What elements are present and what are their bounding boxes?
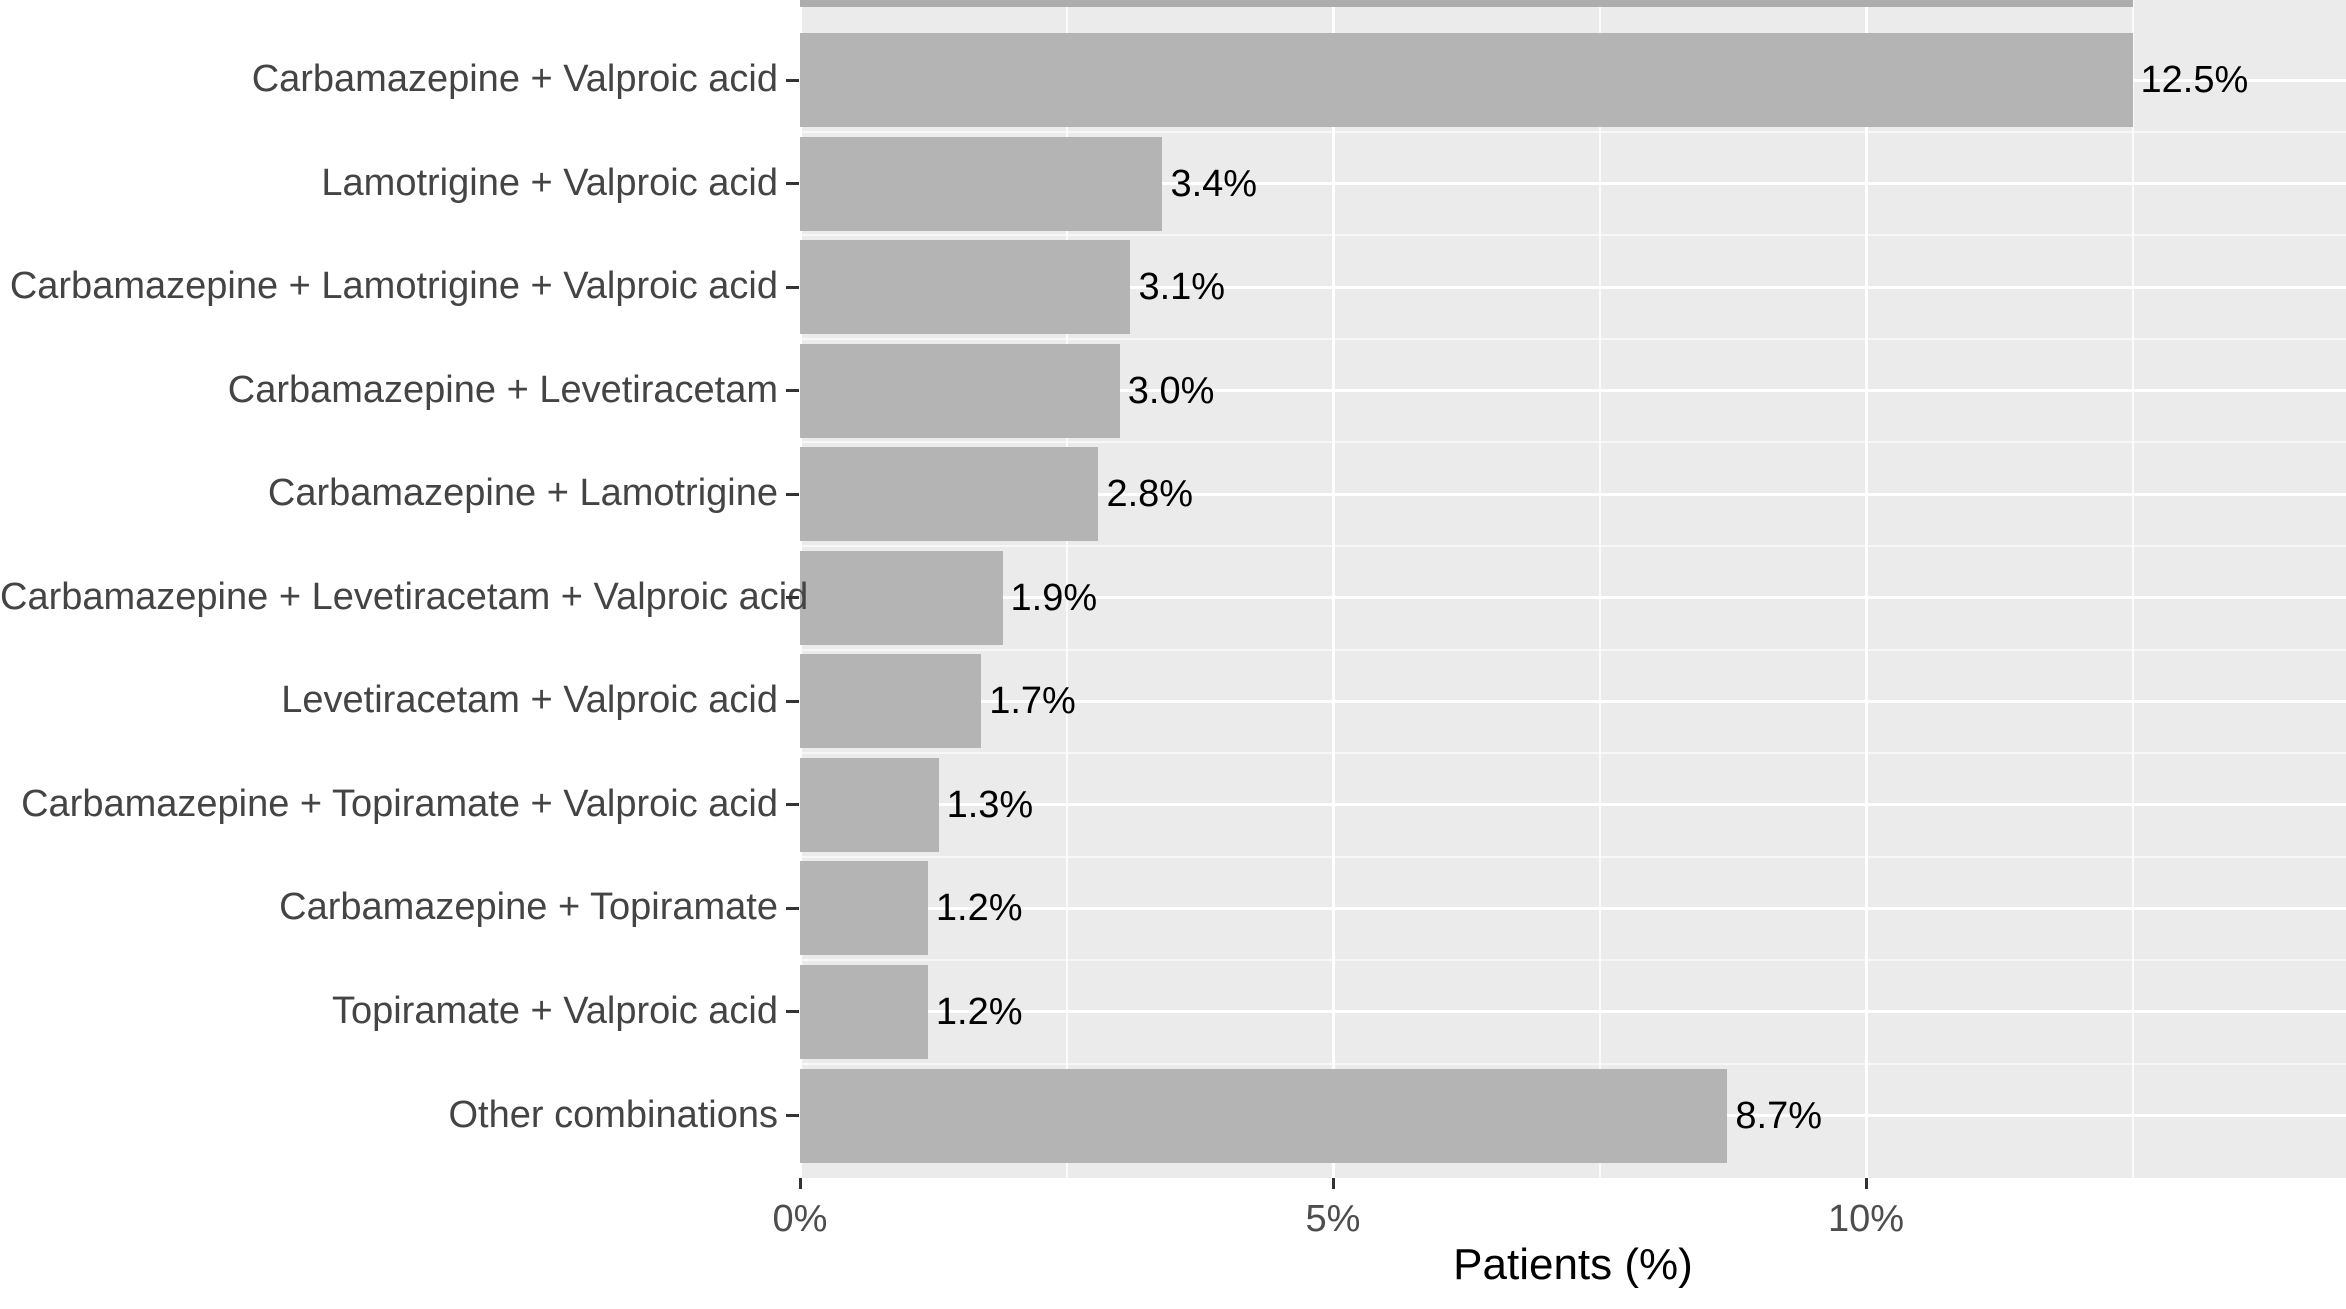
bar-value-label: 1.2% [935, 887, 1023, 930]
category-label: Carbamazepine + Levetiracetam [227, 368, 778, 411]
bar [800, 964, 928, 1059]
bar-value-label: 3.0% [1127, 369, 1215, 412]
grid-minor-vertical [1598, 0, 1601, 1178]
grid-major-horizontal [800, 492, 2346, 496]
bar [800, 550, 1003, 645]
grid-minor-horizontal [800, 959, 2346, 962]
bar-value-label: 8.7% [1735, 1094, 1823, 1137]
grid-minor-horizontal [800, 855, 2346, 858]
x-tick-label: 10% [1827, 1198, 1905, 1240]
category-label: Carbamazepine + Topiramate + Valproic ac… [21, 783, 778, 825]
top-crop-artifact [800, 0, 2133, 7]
category-label: Carbamazepine + Lamotrigine [267, 472, 778, 515]
bar-value-label: 1.7% [989, 680, 1076, 723]
category-label: Lamotrigine + Valproic acid [321, 161, 778, 204]
bar-value-label: 1.2% [935, 990, 1023, 1033]
bar [800, 757, 939, 852]
x-tick-label: 0% [772, 1198, 828, 1240]
x-tick-mark [1332, 1178, 1335, 1189]
category-label: Topiramate + Valproic acid [331, 990, 778, 1033]
y-tick-mark [786, 803, 799, 807]
grid-major-horizontal [800, 699, 2346, 703]
bar-value-label: 12.5% [2140, 59, 2249, 101]
y-tick-mark [786, 699, 799, 703]
grid-minor-horizontal [800, 752, 2346, 755]
bar [800, 447, 1099, 542]
x-tick-mark [799, 1178, 802, 1189]
bar [800, 861, 928, 956]
y-tick-mark [786, 285, 799, 289]
bar-value-label: 1.9% [1010, 576, 1098, 619]
grid-minor-vertical [2131, 0, 2134, 1178]
x-axis-title: Patients (%) [1453, 1240, 1693, 1289]
y-tick-mark [786, 906, 799, 910]
grid-minor-horizontal [800, 648, 2346, 651]
bar [800, 1068, 1728, 1163]
grid-major-horizontal [800, 596, 2346, 600]
grid-major-horizontal [800, 389, 2346, 393]
bar-value-label: 3.4% [1170, 162, 1258, 205]
y-tick-mark [786, 389, 799, 393]
bar-value-label: 2.8% [1106, 473, 1194, 516]
grid-major-horizontal [800, 285, 2346, 289]
y-tick-mark [786, 1114, 799, 1117]
grid-major-horizontal [800, 803, 2346, 807]
bar [800, 654, 982, 749]
grid-minor-horizontal [800, 544, 2346, 547]
grid-minor-horizontal [800, 1062, 2346, 1065]
bar [800, 33, 2133, 127]
plot-panel: 12.5% 3.4% 3.1% 3.0% 2.8% 1.9% 1.7% 1.3% 1.2% 1.2… [800, 0, 2346, 1178]
grid-minor-horizontal [800, 130, 2346, 133]
bar [800, 343, 1120, 438]
grid-major-horizontal [800, 1010, 2346, 1014]
category-label: Carbamazepine + Valproic acid [251, 58, 778, 101]
y-tick-mark [786, 492, 799, 496]
grid-major-horizontal [800, 182, 2346, 186]
x-tick-label: 5% [1305, 1198, 1361, 1240]
y-tick-mark [786, 1010, 799, 1014]
x-tick-mark [1865, 1178, 1868, 1189]
bar-value-label: 3.1% [1138, 266, 1226, 309]
category-label: Levetiracetam + Valproic acid [281, 679, 778, 722]
category-label: Carbamazepine + Lamotrigine + Valproic a… [9, 265, 778, 308]
grid-major-vertical [1332, 0, 1335, 1178]
y-tick-mark [786, 78, 799, 82]
category-label: Other combinations [448, 1093, 779, 1136]
grid-major-vertical [1865, 0, 1868, 1178]
grid-minor-vertical [1065, 0, 1068, 1178]
category-label: Carbamazepine + Topiramate [279, 886, 778, 929]
y-tick-mark [786, 182, 799, 186]
grid-minor-horizontal [800, 441, 2346, 444]
y-tick-mark [786, 596, 799, 600]
bar-value-label: 1.3% [946, 783, 1034, 826]
grid-minor-horizontal [800, 234, 2346, 237]
category-label: Carbamazepine + Levetiracetam + Valproic… [0, 575, 809, 618]
bar [800, 136, 1163, 231]
grid-minor-horizontal [800, 337, 2346, 340]
bar [800, 240, 1131, 335]
grid-major-horizontal [800, 906, 2346, 910]
